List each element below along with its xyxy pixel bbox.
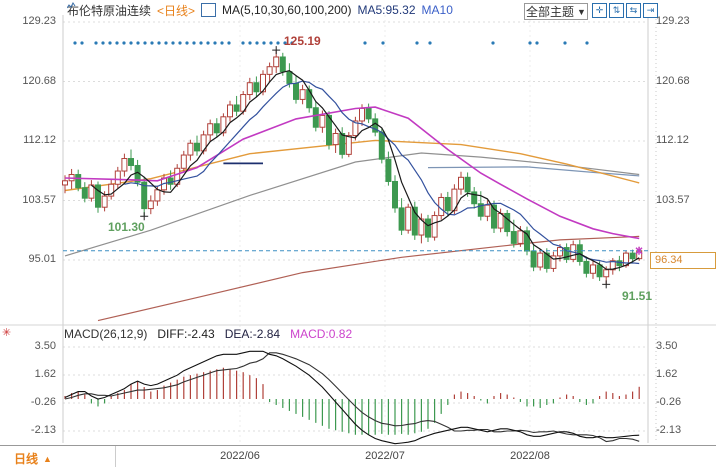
ma5-value: MA5:95.32 bbox=[357, 3, 416, 17]
x-axis-date-label: 2022/06 bbox=[220, 450, 260, 462]
macd-header: MACD(26,12,9) DIFF:-2.43 DEA:-2.84 MACD:… bbox=[64, 327, 352, 341]
theme-dropdown-button[interactable]: 全部主题 ▼ bbox=[524, 3, 588, 20]
y-axis-label: 103.57 bbox=[22, 193, 56, 206]
dropdown-arrow-icon: ▼ bbox=[577, 6, 586, 17]
ma-legend: MA(5,10,30,60,100,200) bbox=[222, 3, 352, 17]
y-axis-label: 1.62 bbox=[34, 368, 56, 380]
last-price-box: 96.34 bbox=[650, 252, 716, 269]
y-axis-label: 95.01 bbox=[28, 253, 56, 265]
fit-vertical-icon[interactable]: ⇅ bbox=[609, 3, 624, 18]
chart-toolbar: ✛ ⇅ ⇆ ⇥ bbox=[592, 3, 658, 18]
macd-diff-value: DIFF:-2.43 bbox=[157, 327, 215, 341]
bottom-bar: 日线 ▲ 2022/06 2022/07 2022/08 bbox=[0, 445, 716, 467]
bottom-bar-separator bbox=[115, 446, 116, 467]
tab-up-arrow-icon: ▲ bbox=[43, 453, 52, 464]
macd-dea-value: DEA:-2.84 bbox=[224, 327, 281, 341]
tab-daily-period[interactable]: 日线 ▲ bbox=[14, 450, 52, 467]
low-price-label-1: 101.30 bbox=[108, 220, 145, 234]
y-axis-label: -0.26 bbox=[656, 396, 682, 408]
y-axis-label: 120.68 bbox=[656, 74, 690, 87]
x-axis-date-label: 2022/07 bbox=[365, 450, 405, 462]
kline-chart-icon[interactable] bbox=[67, 2, 217, 17]
y-axis-label: 129.23 bbox=[22, 15, 56, 27]
y-axis-label: 112.12 bbox=[23, 134, 56, 146]
macd-name: MACD(26,12,9) bbox=[64, 327, 148, 341]
y-axis-label: 103.57 bbox=[656, 193, 690, 206]
y-axis-label: 129.23 bbox=[656, 15, 690, 27]
y-axis-label: -2.13 bbox=[656, 424, 682, 436]
y-axis-label: 112.12 bbox=[656, 134, 689, 146]
title-bar: 布伦特原油连续 <日线> MA(5,10,30,60,100,200) MA5:… bbox=[67, 2, 453, 18]
y-axis-label: -2.13 bbox=[30, 424, 56, 436]
ma10-label: MA10 bbox=[421, 3, 453, 17]
y-axis-label: 3.50 bbox=[34, 340, 56, 352]
scroll-right-icon[interactable]: ⇥ bbox=[643, 3, 658, 18]
y-axis-label: 3.50 bbox=[656, 340, 678, 352]
y-axis-label: 1.62 bbox=[656, 368, 678, 380]
macd-macd-value: MACD:0.82 bbox=[290, 327, 353, 341]
pan-tool-icon[interactable]: ✛ bbox=[592, 3, 607, 18]
x-axis-date-label: 2022/08 bbox=[510, 450, 550, 462]
high-price-label: 125.19 bbox=[284, 34, 321, 48]
indicator-settings-icon[interactable]: ✳ bbox=[2, 327, 12, 339]
symbol-name: 布伦特原油连续 bbox=[67, 3, 152, 18]
theme-dropdown-label: 全部主题 bbox=[526, 5, 575, 19]
tab-daily-label: 日线 bbox=[14, 452, 39, 466]
fit-horizontal-icon[interactable]: ⇆ bbox=[626, 3, 641, 18]
y-axis-label: -0.26 bbox=[30, 396, 56, 408]
y-axis-label: 120.68 bbox=[22, 74, 56, 87]
period-tag: <日线> bbox=[157, 3, 196, 18]
low-price-label-2: 91.51 bbox=[622, 289, 653, 303]
